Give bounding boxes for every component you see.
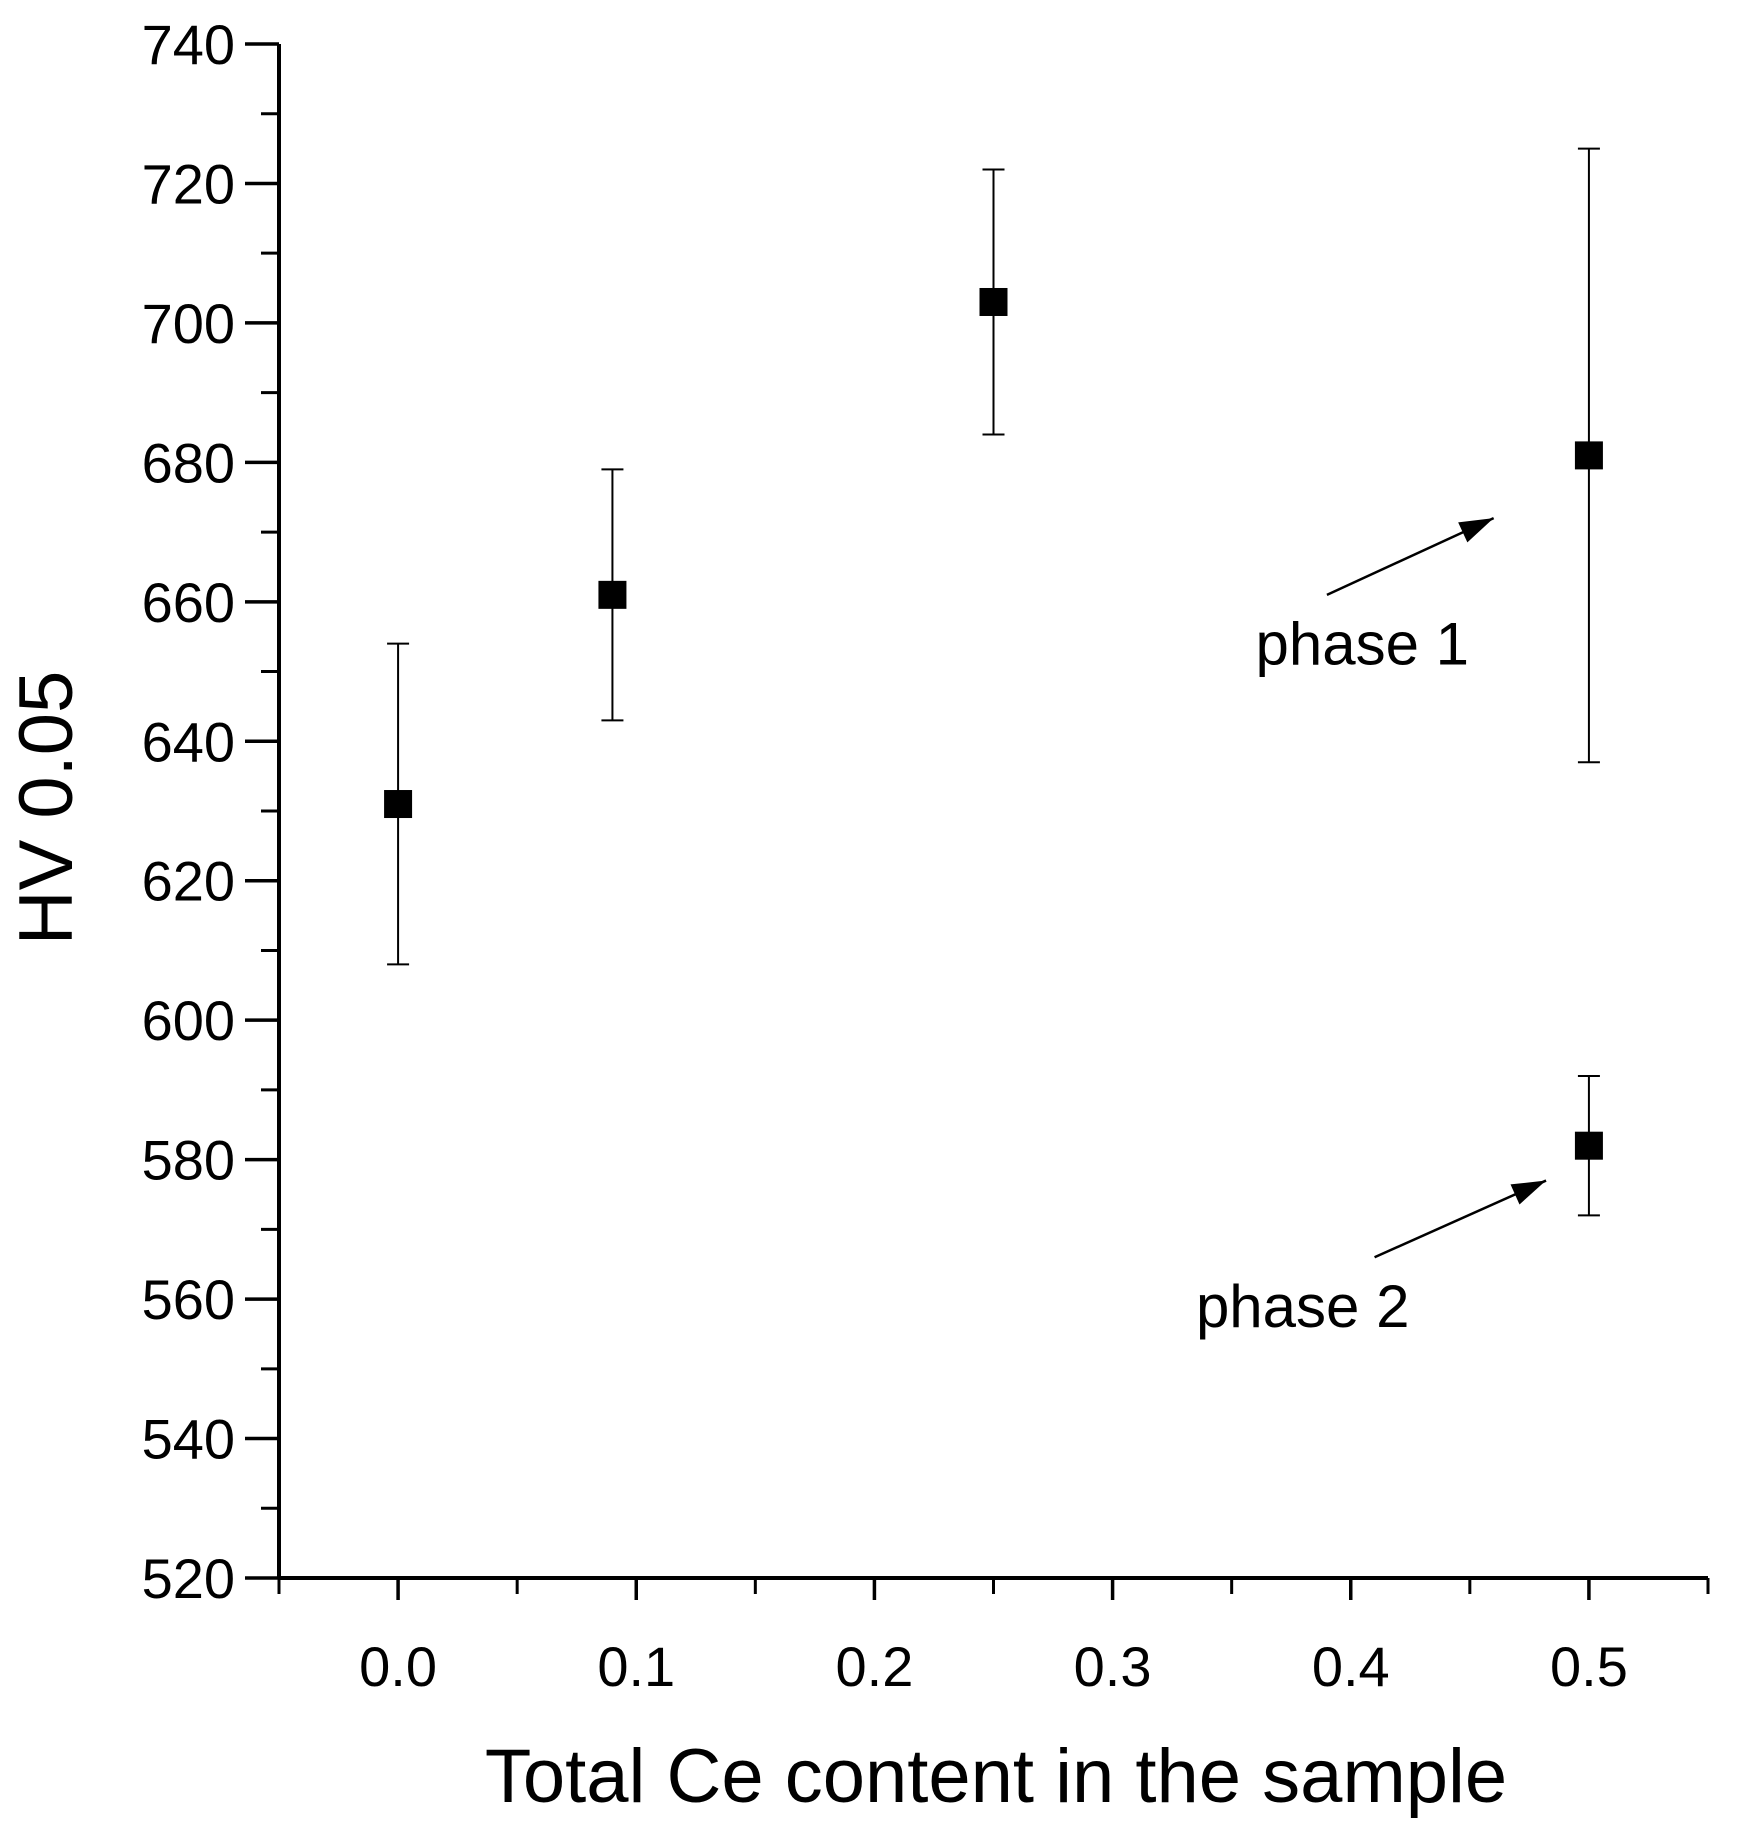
y-tick-label: 640: [142, 710, 235, 773]
data-point: [598, 580, 627, 609]
data-point: [1574, 1131, 1603, 1160]
annotation-label: phase 1: [1255, 611, 1469, 678]
data-points: [384, 287, 1603, 1160]
data-point: [1574, 441, 1603, 470]
y-tick-label: 680: [142, 431, 235, 494]
annotations: phase 1 phase 2: [1196, 517, 1547, 1340]
annotation-arrow-head: [1458, 518, 1494, 543]
annotation-label: phase 2: [1196, 1273, 1410, 1340]
y-tick-label: 520: [142, 1547, 235, 1610]
y-axis-title: HV 0.05: [4, 671, 89, 946]
data-point: [384, 790, 413, 819]
y-tick-label: 660: [142, 571, 235, 634]
y-tick-label: 700: [142, 292, 235, 355]
y-tick-label: 580: [142, 1129, 235, 1192]
x-tick-label: 0.1: [597, 1635, 675, 1698]
annotation-arrow-head: [1510, 1180, 1547, 1205]
x-tick-label: 0.0: [359, 1635, 437, 1698]
y-tick-label: 740: [142, 13, 235, 76]
y-tick-label: 560: [142, 1268, 235, 1331]
x-tick-label: 0.2: [835, 1635, 913, 1698]
x-tick-label: 0.3: [1074, 1635, 1152, 1698]
y-tick-label: 540: [142, 1408, 235, 1471]
x-axis-title: Total Ce content in the sample: [485, 1734, 1507, 1819]
x-tick-label: 0.4: [1312, 1635, 1390, 1698]
y-tick-label: 720: [142, 152, 235, 215]
ticks: 520 540 560 580 600 620 640 660 680 700 720 740 0.0 0…: [142, 13, 1710, 1698]
y-tick-label: 600: [142, 989, 235, 1052]
x-tick-label: 0.5: [1550, 1635, 1628, 1698]
data-point: [979, 287, 1008, 316]
y-tick-label: 620: [142, 850, 235, 913]
